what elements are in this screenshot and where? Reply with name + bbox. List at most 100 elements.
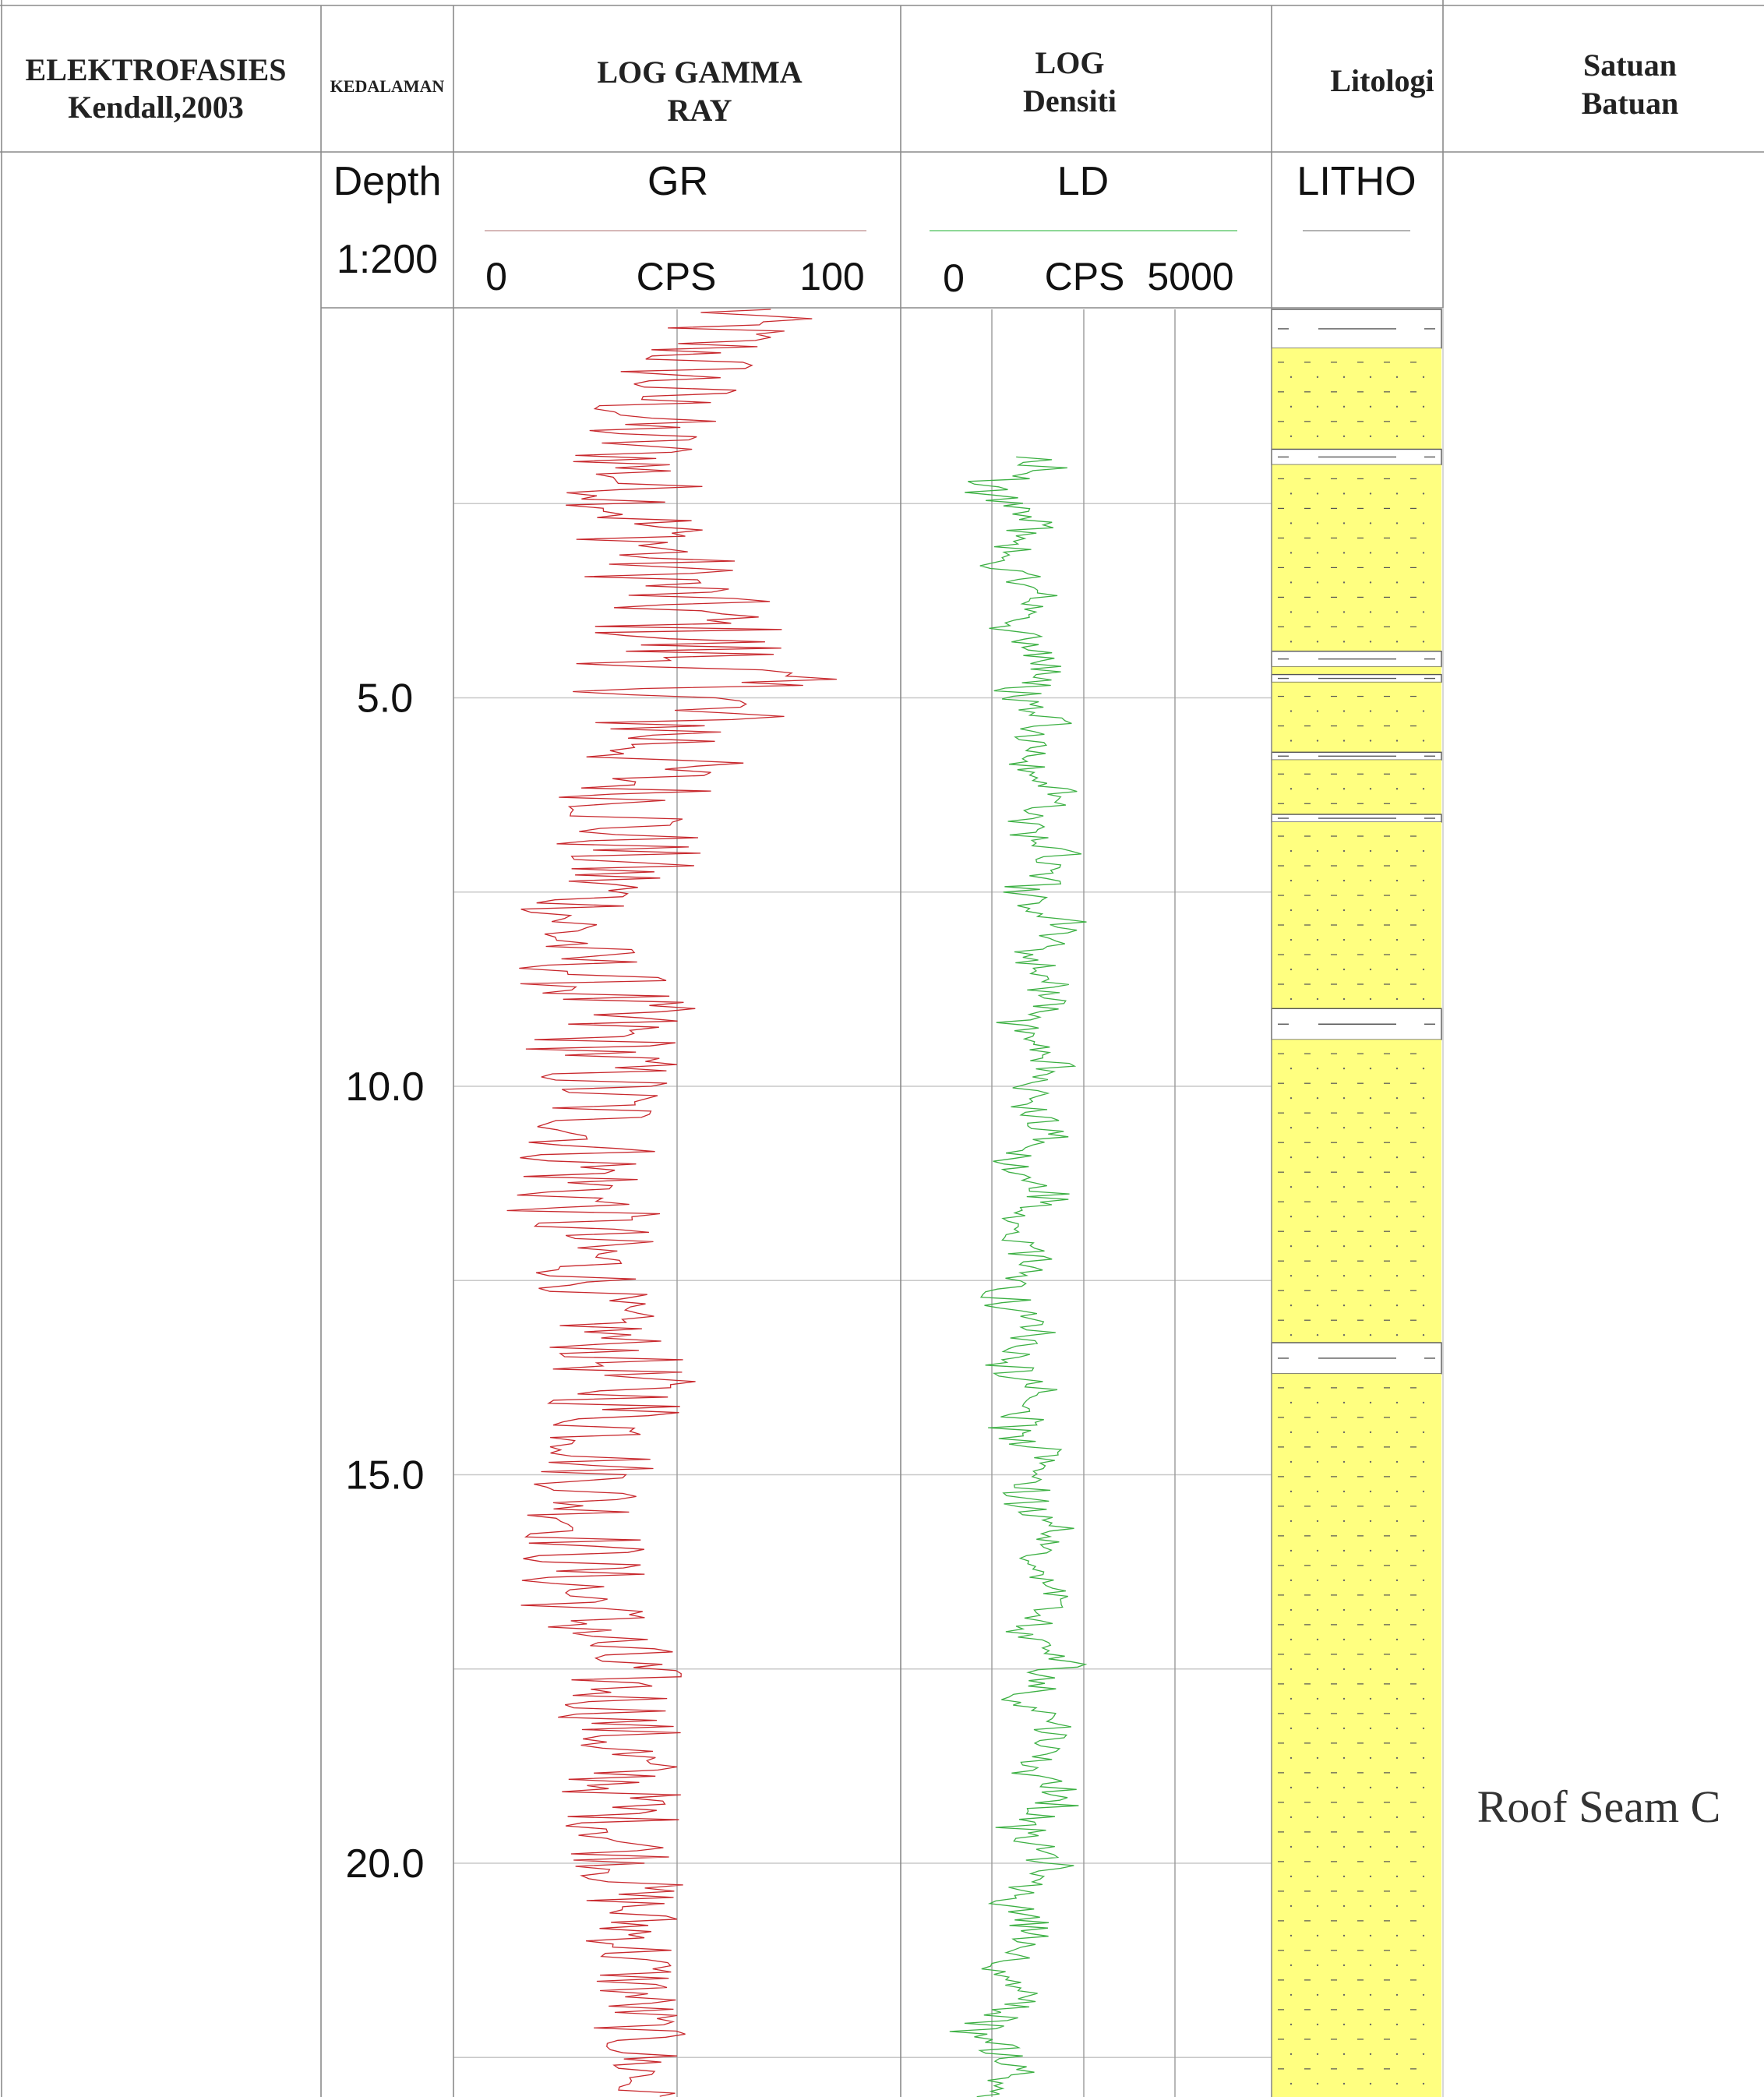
- litho-sand-dot: [1316, 909, 1319, 912]
- litho-sand-dot: [1395, 641, 1399, 643]
- litho-sand-dot: [1422, 1934, 1425, 1937]
- litho-sand-dot: [1369, 1244, 1372, 1248]
- litho-sand-dot: [1422, 1490, 1425, 1493]
- litho-sand-dot: [1342, 1786, 1346, 1789]
- litho-sand-dot: [1395, 909, 1399, 912]
- litho-sand-dot: [1369, 2082, 1372, 2085]
- litho-sand-dot: [1369, 938, 1372, 941]
- litho-sand-dot: [1395, 849, 1399, 853]
- litho-sand-dot: [1342, 522, 1346, 524]
- header-log-gamma-ray: LOG GAMMA: [597, 55, 802, 90]
- litho-sand-dot: [1395, 522, 1399, 524]
- litho-sand-dot: [1395, 2023, 1399, 2026]
- litho-sand-dot: [1395, 1786, 1399, 1789]
- litho-sand-dot: [1395, 1608, 1399, 1612]
- litho-sand-dot: [1369, 1934, 1372, 1937]
- litho-sand-dot: [1342, 1460, 1346, 1463]
- litho-sand-dot: [1422, 1668, 1425, 1671]
- litho-sand-dot: [1369, 1185, 1372, 1188]
- litho-sand-dot: [1342, 1905, 1346, 1908]
- depth-tick-label: 5.0: [357, 676, 413, 722]
- litho-sand-dot: [1422, 2053, 1425, 2056]
- header-log-densiti-2: Densiti: [1023, 83, 1117, 118]
- gr-scale-min: 0: [485, 255, 507, 298]
- litho-sand-dot: [1289, 611, 1293, 613]
- litho-sand-dot: [1369, 1697, 1372, 1700]
- litho-sand-dot: [1422, 1067, 1425, 1070]
- litho-sand-dot: [1316, 1727, 1319, 1730]
- litho-sand-dot: [1316, 1905, 1319, 1908]
- litho-sand-dot: [1316, 1993, 1319, 1996]
- litho-sand-dot: [1422, 1185, 1425, 1188]
- litho-sand-dot: [1369, 641, 1372, 643]
- litho-sand-dot: [1422, 522, 1425, 524]
- litho-sand-dot: [1316, 376, 1319, 379]
- header-satuan-batuan-2: Batuan: [1582, 86, 1679, 121]
- litho-sand-dot: [1342, 2082, 1346, 2085]
- litho-sand-dot: [1369, 1786, 1372, 1789]
- litho-sand-dot: [1395, 2053, 1399, 2056]
- litho-sand-dot: [1342, 1431, 1346, 1434]
- litho-sand-dot: [1289, 1668, 1293, 1671]
- litho-sand-dot: [1289, 1786, 1293, 1789]
- litho-sand-dot: [1369, 879, 1372, 882]
- depth-tick-label: 20.0: [345, 1841, 424, 1887]
- litho-sand-dot: [1369, 968, 1372, 971]
- litho-sand-dot: [1342, 1401, 1346, 1404]
- litho-sand-dot: [1369, 788, 1372, 790]
- litho-sand-dot: [1289, 1756, 1293, 1760]
- litho-sand-dot: [1316, 740, 1319, 742]
- litho-sand-dot: [1316, 522, 1319, 524]
- litho-sand-dot: [1422, 1905, 1425, 1908]
- litho-sand-dot: [1289, 405, 1293, 408]
- litho-sand-dot: [1342, 968, 1346, 971]
- litho-sandstone-block: [1272, 682, 1441, 753]
- litho-sand-dot: [1342, 435, 1346, 438]
- litho-sand-dot: [1422, 1875, 1425, 1878]
- litho-sandstone-block: [1272, 1040, 1441, 1343]
- litho-sand-dot: [1316, 492, 1319, 495]
- litho-sand-dot: [1316, 938, 1319, 941]
- litho-sand-dot: [1369, 1096, 1372, 1100]
- litho-sand-dot: [1422, 1845, 1425, 1848]
- litho-sand-dot: [1395, 710, 1399, 712]
- litho-sand-dot: [1395, 968, 1399, 971]
- litho-sand-dot: [1289, 2053, 1293, 2056]
- litho-sand-dot: [1342, 376, 1346, 379]
- litho-sand-dot: [1342, 492, 1346, 495]
- litho-sand-dot: [1422, 1579, 1425, 1582]
- litho-sand-dot: [1289, 376, 1293, 379]
- litho-sand-dot: [1369, 1668, 1372, 1671]
- depth-track-title: Depth: [333, 159, 442, 204]
- litho-sand-dot: [1369, 581, 1372, 584]
- litho-sand-dot: [1342, 552, 1346, 554]
- litho-sand-dot: [1395, 1333, 1399, 1336]
- litho-sand-dot: [1422, 1816, 1425, 1819]
- litho-sand-dot: [1316, 710, 1319, 712]
- litho-sand-dot: [1369, 1638, 1372, 1641]
- litho-sand-dot: [1422, 1786, 1425, 1789]
- litho-sand-dot: [1342, 1156, 1346, 1159]
- litho-sand-dot: [1422, 376, 1425, 379]
- litho-sand-dot: [1289, 1274, 1293, 1277]
- litho-sand-dot: [1289, 1096, 1293, 1100]
- header-log-gamma-ray-2: RAY: [668, 93, 732, 128]
- litho-sand-dot: [1342, 1244, 1346, 1248]
- litho-sand-dot: [1342, 1845, 1346, 1848]
- litho-sand-dot: [1422, 581, 1425, 584]
- litho-sand-dot: [1395, 1579, 1399, 1582]
- litho-sand-dot: [1395, 581, 1399, 584]
- litho-sand-dot: [1289, 1460, 1293, 1463]
- litho-sandstone-block: [1272, 1373, 1441, 2097]
- litho-sand-dot: [1289, 1067, 1293, 1070]
- litho-sand-dot: [1369, 492, 1372, 495]
- litho-sand-dot: [1395, 492, 1399, 495]
- litho-sand-dot: [1395, 1520, 1399, 1523]
- litho-sand-dot: [1395, 1460, 1399, 1463]
- litho-sand-dot: [1422, 435, 1425, 438]
- depth-scale-label: 1:200: [337, 237, 438, 282]
- litho-sand-dot: [1342, 405, 1346, 408]
- litho-sand-dot: [1422, 1460, 1425, 1463]
- litho-sand-dot: [1369, 1520, 1372, 1523]
